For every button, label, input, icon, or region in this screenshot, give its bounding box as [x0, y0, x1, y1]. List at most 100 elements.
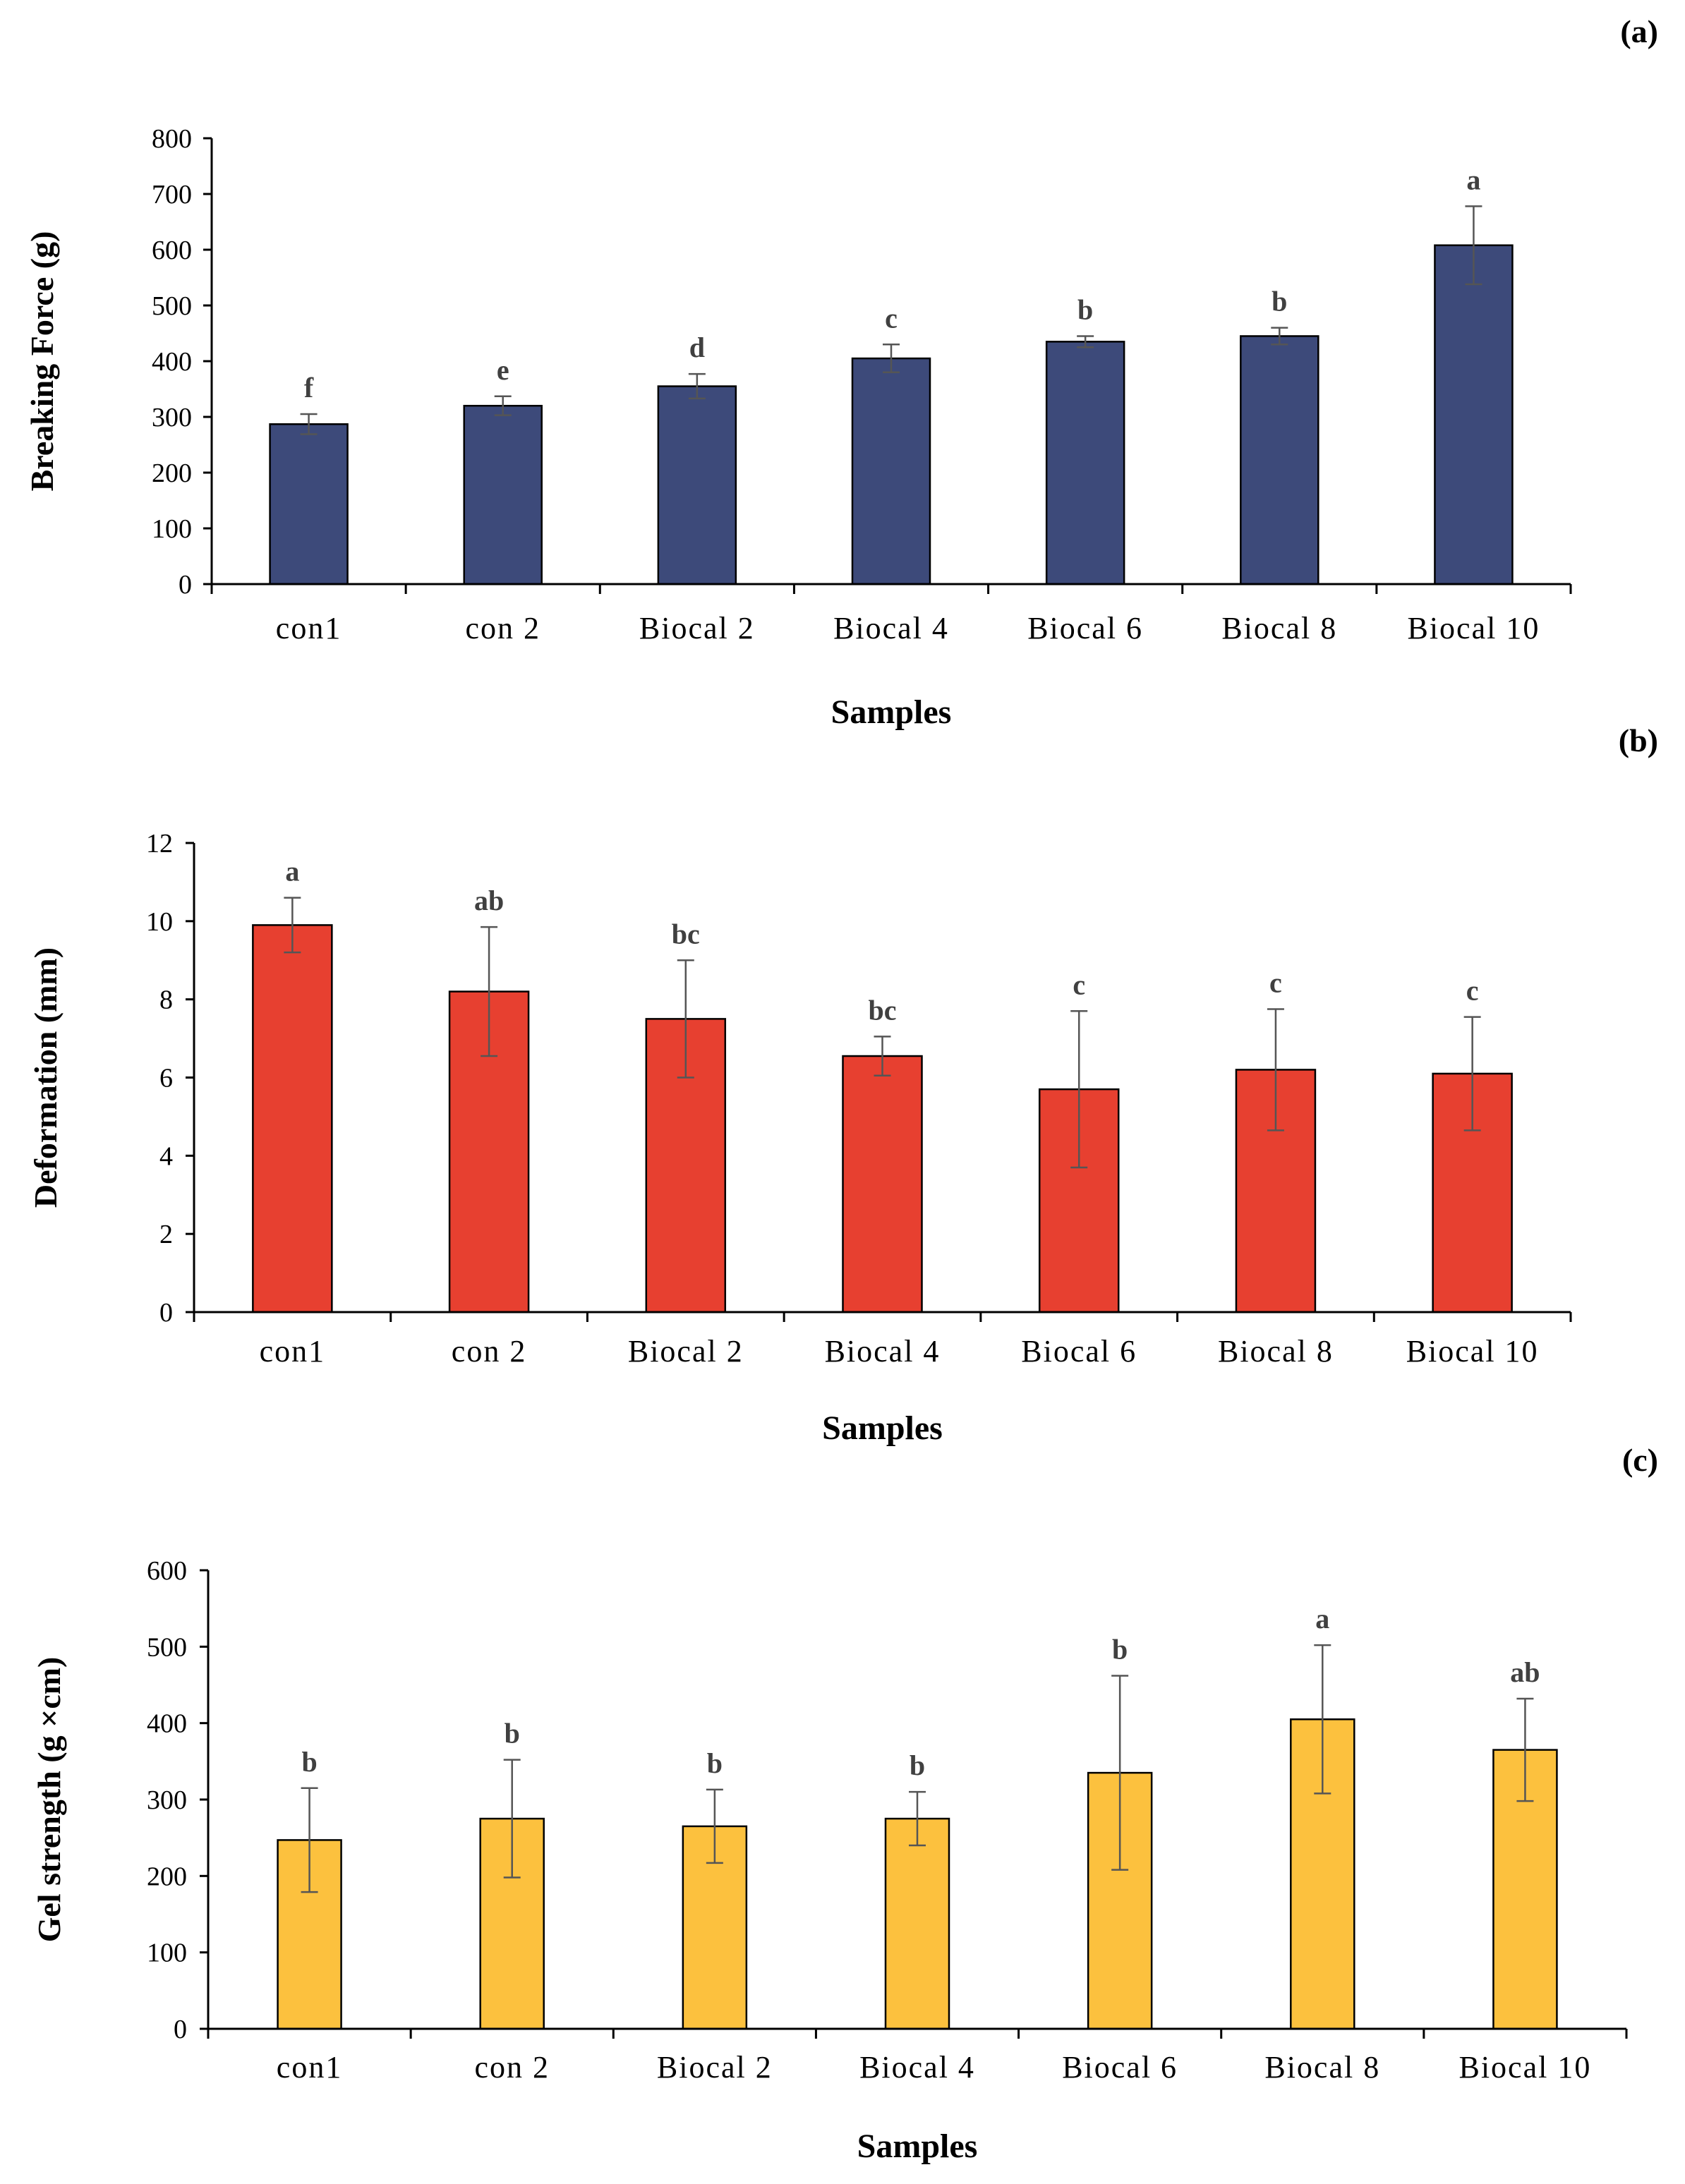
x-category-label: Biocal 2 [628, 1334, 744, 1369]
error-bar-3 [706, 1788, 723, 1864]
chart-panel-1: (a) 0 100 200 300 400 500 600 700 800 f con1 e con 2 d… [24, 13, 1658, 731]
bar-4 [842, 1055, 923, 1314]
error-bar-2 [481, 926, 498, 1057]
significance-letter: b [1112, 1634, 1128, 1666]
x-category-label: Biocal 8 [1221, 611, 1337, 645]
bar-1 [269, 423, 349, 586]
significance-letter: a [1466, 164, 1480, 195]
x-category-label: con1 [277, 2050, 343, 2085]
y-tick-label: 4 [159, 1141, 173, 1171]
x-category-label: Biocal 8 [1264, 2050, 1380, 2085]
significance-letter: ab [474, 885, 504, 916]
y-tick-label: 0 [159, 1298, 173, 1328]
significance-letter: b [910, 1749, 925, 1781]
significance-letter: b [301, 1746, 317, 1778]
significance-letter: c [1073, 969, 1085, 1000]
significance-letter: b [1077, 293, 1093, 325]
significance-letter: b [505, 1718, 520, 1749]
error-bar-5 [1111, 1675, 1129, 1871]
x-category-label: Biocal 8 [1218, 1334, 1334, 1369]
x-category-label: Biocal 10 [1458, 2050, 1591, 2085]
x-axis-title: Samples [831, 693, 952, 731]
y-axis-title: Gel strength (g ×cm) [31, 1657, 67, 1943]
error-bar-7 [1516, 1697, 1534, 1802]
y-tick-label: 200 [152, 459, 192, 488]
bar-5 [1045, 341, 1125, 586]
y-tick-label: 0 [179, 570, 192, 600]
significance-letter: b [1272, 286, 1287, 317]
error-bar-4 [883, 344, 900, 374]
error-bar-5 [1070, 1010, 1088, 1169]
significance-letter: bc [672, 918, 700, 950]
x-category-label: Biocal 6 [1027, 611, 1143, 645]
panel-label: (a) [1620, 13, 1658, 49]
x-category-label: Biocal 4 [833, 611, 949, 645]
y-tick-label: 800 [152, 124, 192, 154]
significance-letter: f [304, 372, 314, 404]
significance-letter: a [285, 856, 299, 887]
y-tick-label: 100 [147, 1939, 187, 1968]
y-axis-title: Breaking Force (g) [24, 231, 60, 492]
chart-panel-3: (c) 0 100 200 300 400 500 600 b con1 b con 2 b Biocal… [31, 1442, 1658, 2165]
significance-letter: bc [869, 994, 897, 1026]
x-category-label: Biocal 10 [1407, 611, 1540, 645]
x-category-label: con 2 [465, 611, 540, 645]
x-axis-title: Samples [822, 1409, 943, 1447]
x-category-label: Biocal 4 [825, 1334, 941, 1369]
y-tick-label: 400 [152, 347, 192, 377]
y-tick-label: 2 [159, 1220, 173, 1249]
error-bar-6 [1271, 327, 1288, 346]
x-category-label: Biocal 4 [859, 2050, 975, 2085]
bar-2 [463, 404, 543, 586]
y-tick-label: 500 [147, 1632, 187, 1662]
significance-letter: e [497, 354, 509, 386]
panel-label: (b) [1619, 722, 1658, 758]
significance-letter: c [1269, 967, 1282, 999]
y-tick-label: 600 [152, 236, 192, 265]
error-bar-6 [1267, 1008, 1284, 1132]
error-bar-1 [284, 897, 301, 954]
error-bar-4 [874, 1036, 891, 1076]
x-category-label: con 2 [452, 1334, 527, 1369]
error-bar-5 [1077, 335, 1094, 348]
significance-letter: c [885, 302, 898, 334]
error-bar-7 [1463, 1016, 1481, 1132]
y-tick-label: 8 [159, 985, 173, 1015]
y-tick-label: 500 [152, 291, 192, 321]
y-tick-label: 12 [146, 829, 173, 859]
error-bar-6 [1314, 1644, 1331, 1795]
bar-1 [252, 924, 333, 1314]
y-tick-label: 300 [152, 403, 192, 432]
y-tick-label: 400 [147, 1709, 187, 1739]
significance-letter: d [689, 332, 705, 363]
y-tick-label: 6 [159, 1064, 173, 1093]
error-bar-4 [909, 1790, 926, 1847]
significance-letter: a [1315, 1603, 1329, 1634]
bar-7 [1434, 244, 1514, 586]
bar-6 [1240, 335, 1319, 586]
error-bar-7 [1465, 205, 1482, 286]
x-category-label: Biocal 2 [657, 2050, 773, 2085]
error-bar-2 [503, 1759, 521, 1879]
error-bar-3 [677, 959, 694, 1079]
significance-letter: c [1466, 975, 1479, 1007]
error-bar-3 [688, 372, 706, 400]
error-bar-1 [300, 413, 318, 435]
error-bar-2 [494, 395, 512, 416]
significance-letter: ab [1510, 1656, 1540, 1688]
x-category-label: Biocal 10 [1406, 1334, 1539, 1369]
bar-4 [884, 1817, 950, 2030]
bar-4 [851, 357, 931, 586]
y-tick-label: 700 [152, 180, 192, 210]
x-category-label: Biocal 2 [639, 611, 755, 645]
y-tick-label: 0 [174, 2015, 187, 2044]
x-category-label: con1 [260, 1334, 326, 1369]
chart-panel-2: (b) 0 2 4 6 8 10 12 a con1 ab con 2 bc Biocal 2 bc Bioc… [28, 722, 1658, 1447]
bar-3 [657, 385, 737, 586]
x-category-label: Biocal 6 [1021, 1334, 1137, 1369]
panel-label: (c) [1622, 1442, 1658, 1478]
y-tick-label: 200 [147, 1862, 187, 1891]
significance-letter: b [707, 1747, 723, 1779]
x-category-label: con 2 [474, 2050, 550, 2085]
